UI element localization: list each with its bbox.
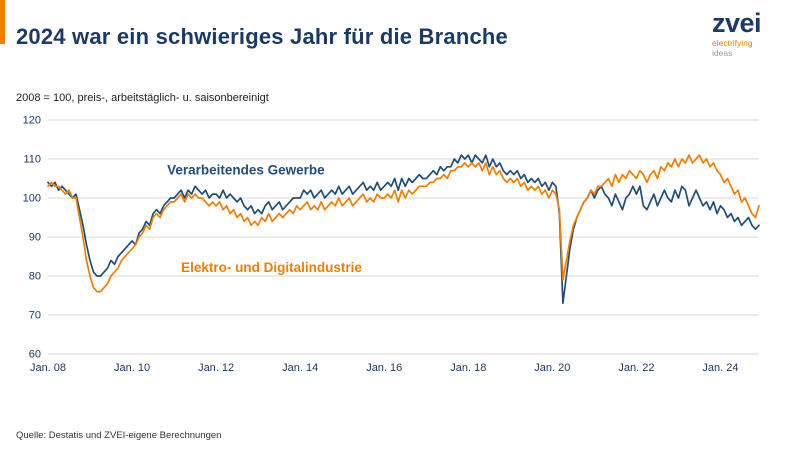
chart-subtitle: 2008 = 100, preis-, arbeitstäglich- u. s… [16,92,269,104]
page-title: 2024 war ein schwieriges Jahr für die Br… [16,24,508,49]
x-tick-label: Jan. 10 [114,362,150,374]
x-tick-label: Jan. 22 [618,362,654,374]
y-tick-label: 80 [29,271,41,283]
series-line-1 [47,154,760,293]
x-tick-label: Jan. 20 [534,362,570,374]
chart-container: 60 70 80 90 100 110 120 Jan. 08 Jan. 10 Jan. 12 Ja… [8,112,778,382]
x-tick-label: Jan. 08 [30,362,66,374]
zvei-tagline-ideas: ideas [712,47,733,58]
zvei-tagline-electrifying: electrifying [712,38,753,48]
series-label-1: Elektro- und Digitalindustrie [181,260,362,275]
x-tick-label: Jan. 18 [450,362,486,374]
x-tick-label: Jan. 24 [702,362,738,374]
y-tick-label: 110 [23,154,41,166]
y-tick-label: 120 [23,115,41,127]
series-line-0 [47,154,760,305]
y-tick-label: 90 [29,232,41,244]
x-tick-label: Jan. 14 [282,362,318,374]
zvei-logo: zvei electrifying ideas [712,10,782,59]
y-tick-label: 70 [29,310,41,322]
series-label-0: Verarbeitendes Gewerbe [167,163,325,178]
y-tick-label: 100 [23,193,41,205]
y-tick-label: 60 [29,349,41,361]
source-note: Quelle: Destatis und ZVEI-eigene Berechn… [16,430,222,441]
title-accent-bar [0,0,5,44]
x-tick-label: Jan. 12 [198,362,234,374]
x-tick-label: Jan. 16 [366,362,402,374]
zvei-logo-text: zvei [712,8,762,38]
trend-line-chart: 60 70 80 90 100 110 120 Jan. 08 Jan. 10 Jan. 12 Ja… [23,115,760,374]
